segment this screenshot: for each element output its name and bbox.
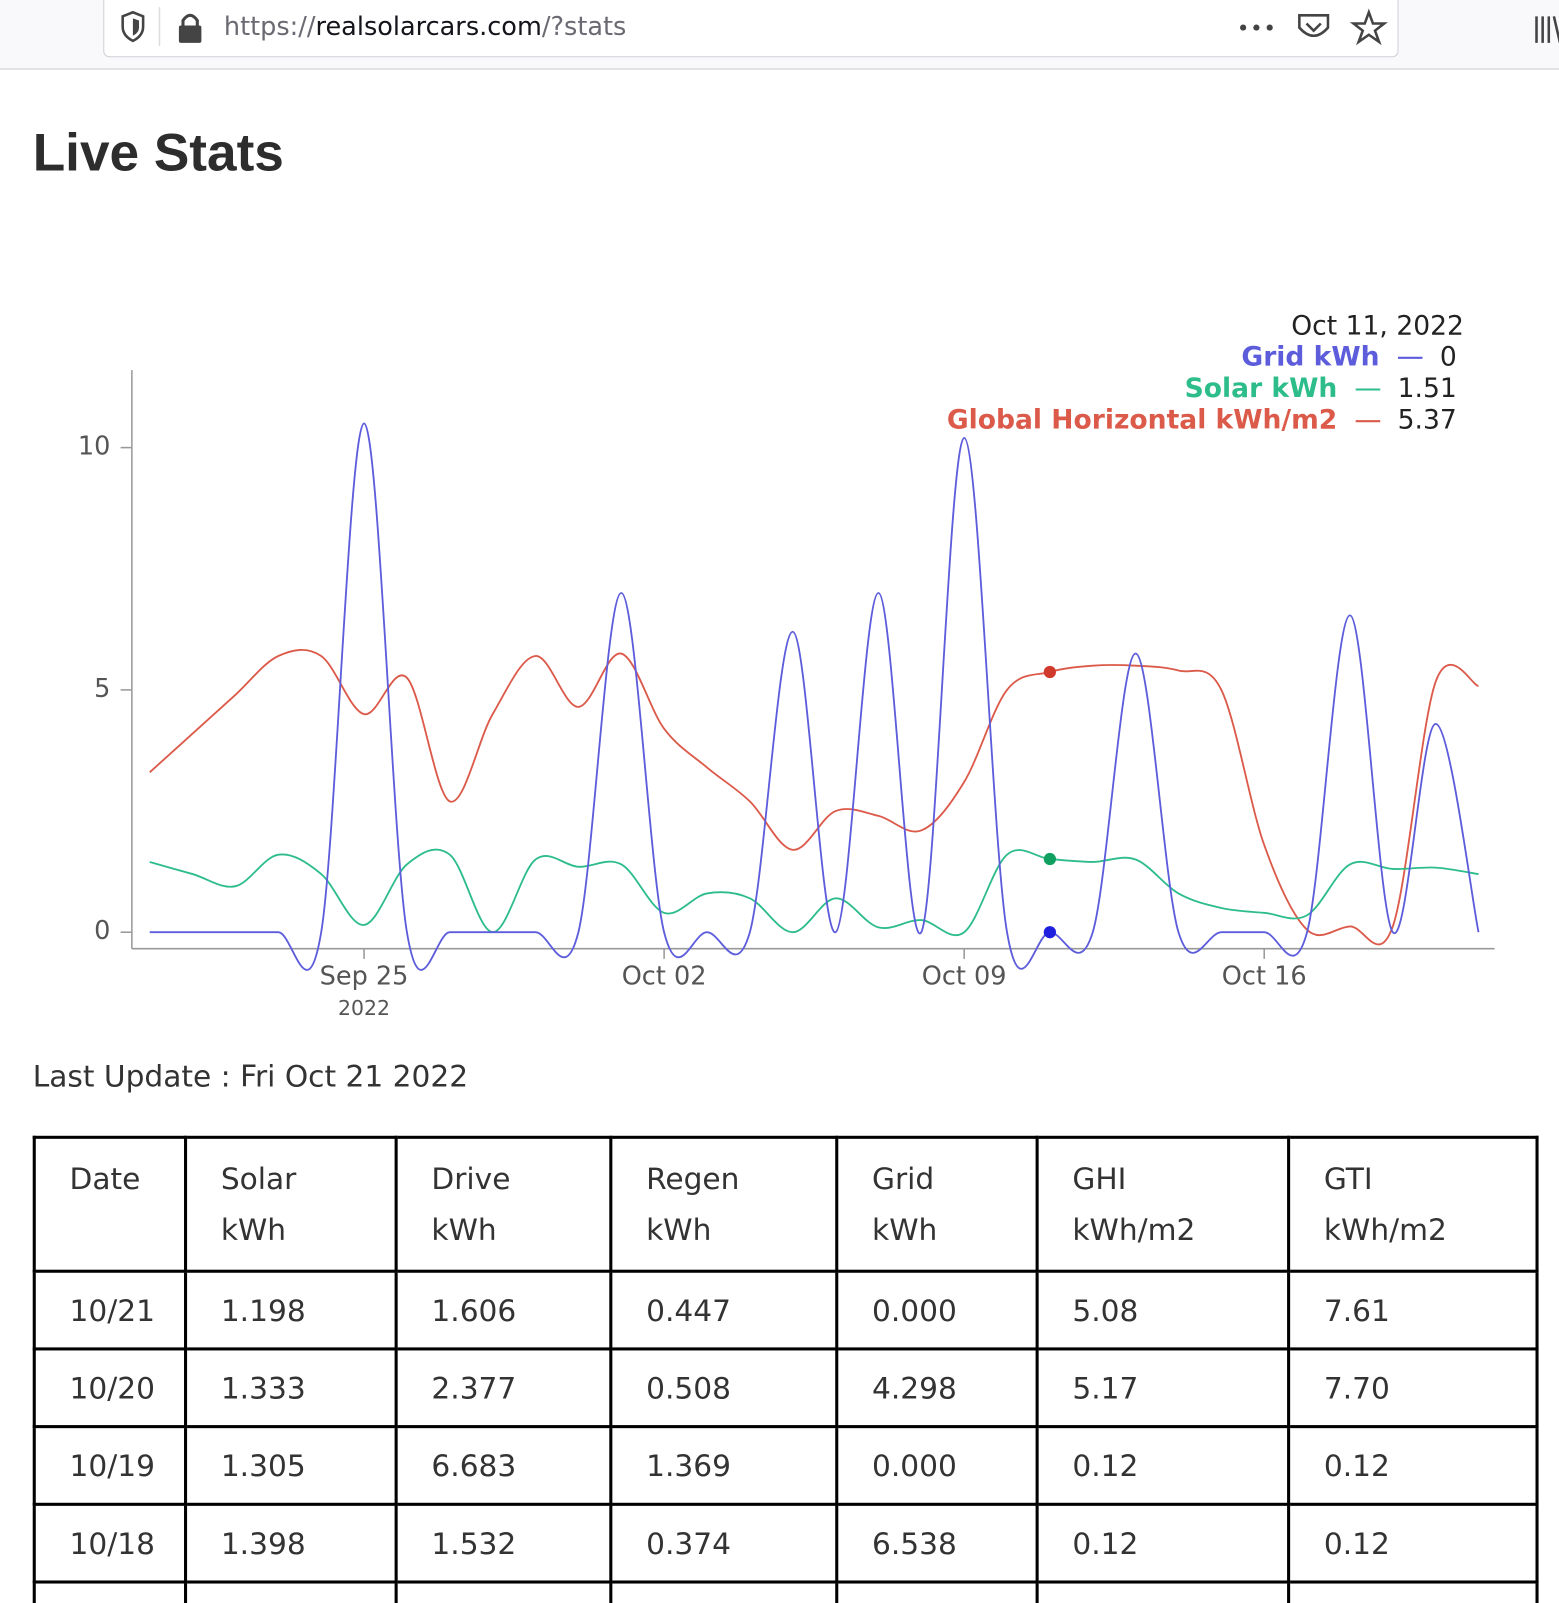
- table-cell: 1.333: [184, 1347, 398, 1429]
- hover-point: [1043, 926, 1057, 939]
- x-tick-label: Oct 02: [622, 961, 707, 991]
- table-cell: 1.369: [609, 1425, 839, 1506]
- table-cell: 6.538: [835, 1502, 1039, 1584]
- bookmark-star[interactable]: [1349, 8, 1388, 46]
- table-cell: 0.12: [1287, 1502, 1539, 1584]
- table-cell: 5.17: [1035, 1347, 1291, 1429]
- last-update: Last Update : Fri Oct 21 2022: [32, 1059, 469, 1094]
- table-cell: 4.298: [835, 1347, 1039, 1429]
- hover-series-name: Global Horizontal kWh/m2: [947, 405, 1337, 436]
- column-header: Date: [32, 1135, 188, 1273]
- table-cell: 1.532: [394, 1502, 613, 1584]
- hover-value: 1.51: [1398, 373, 1457, 404]
- url-bar[interactable]: https://realsolarcars.com/?stats: [103, 0, 1399, 58]
- x-tick-label: Sep 25: [320, 961, 409, 991]
- table-cell: 0.447: [609, 1269, 839, 1351]
- table-cell: 0.12: [1035, 1425, 1291, 1506]
- pocket-icon-check: [1305, 22, 1322, 33]
- table-row-partial: [32, 1580, 1539, 1603]
- table-cell-empty: [184, 1580, 398, 1603]
- table-cell: 1.398: [184, 1502, 398, 1584]
- x-tick-label: Oct 16: [1222, 961, 1307, 991]
- chart: 0 5 10 Sep 25 2022 Oct 02 Oct 09 Oct 16 Oct 11, …: [78, 311, 1495, 1020]
- hover-point: [1043, 665, 1057, 679]
- lock-icon[interactable]: [178, 25, 202, 43]
- url-path: /?stats: [541, 11, 627, 41]
- table-cell: 0.508: [609, 1347, 839, 1429]
- table-cell-empty: [609, 1580, 839, 1603]
- column-header: Grid kWh: [835, 1135, 1039, 1273]
- table-cell-empty: [1287, 1580, 1539, 1603]
- url-scheme: https://: [223, 11, 316, 41]
- y-tick-label: 10: [78, 432, 111, 462]
- table-cell: 0.000: [835, 1269, 1039, 1351]
- hover-value: 0: [1440, 341, 1457, 372]
- hover-series-name: Grid kWh: [1241, 341, 1379, 372]
- table-cell-empty: [394, 1580, 613, 1603]
- table-row: 10/20 1.333 2.377 0.508 4.298 5.17 7.70: [32, 1347, 1539, 1429]
- series-line: [149, 649, 1479, 946]
- page-title: Live Stats: [32, 123, 284, 183]
- table-cell: 2.377: [394, 1347, 613, 1429]
- header-row: Date Solar kWh Drive kWh Regen kWh Grid kWh G…: [32, 1135, 1539, 1273]
- table-cell: 10/18: [32, 1502, 188, 1584]
- x-tick-year: 2022: [338, 996, 390, 1020]
- table-cell: 10/21: [32, 1269, 188, 1351]
- table-cell: 7.61: [1287, 1269, 1539, 1351]
- column-header: Solar kWh: [184, 1135, 398, 1273]
- table-cell: 1.606: [394, 1269, 613, 1351]
- y-tick-label: 0: [94, 916, 110, 946]
- table-row: 10/21 1.198 1.606 0.447 0.000 5.08 7.61: [32, 1269, 1539, 1351]
- table-cell: 6.683: [394, 1425, 613, 1506]
- menu-dot[interactable]: [1253, 24, 1260, 31]
- table-cell: 0.12: [1035, 1502, 1291, 1584]
- table-cell-empty: [1035, 1580, 1291, 1603]
- table-cell: 1.305: [184, 1425, 398, 1506]
- table-cell: 0.12: [1287, 1425, 1539, 1506]
- lock-shackle: [181, 13, 199, 26]
- column-header: GTI kWh/m2: [1287, 1135, 1539, 1273]
- library-icon[interactable]: [1533, 12, 1559, 53]
- shield-icon-inner: [132, 18, 140, 36]
- hover-date: Oct 11, 2022: [1291, 311, 1464, 342]
- stats-table: Date Solar kWh Drive kWh Regen kWh Grid kWh G…: [32, 1135, 1539, 1603]
- table-cell: 0.000: [835, 1425, 1039, 1506]
- table-row: 10/18 1.398 1.532 0.374 6.538 0.12 0.12: [32, 1502, 1539, 1584]
- shield-icon[interactable]: [121, 10, 145, 43]
- table-cell: 5.08: [1035, 1269, 1291, 1351]
- table-body: 10/21 1.198 1.606 0.447 0.000 5.08 7.61 10/20 1.…: [32, 1269, 1539, 1603]
- menu-dot[interactable]: [1240, 24, 1247, 31]
- table-cell: 0.374: [609, 1502, 839, 1584]
- hover-value: 5.37: [1398, 405, 1457, 436]
- table-cell-empty: [32, 1580, 188, 1603]
- pocket-icon[interactable]: [1298, 14, 1330, 38]
- url-host: realsolarcars.com: [315, 11, 542, 41]
- x-tick-label: Oct 09: [922, 961, 1007, 991]
- browser-toolbar: https://realsolarcars.com/?stats: [0, 0, 1559, 70]
- table-cell: 7.70: [1287, 1347, 1539, 1429]
- hover-point: [1043, 852, 1057, 866]
- table-cell-empty: [835, 1580, 1039, 1603]
- table-cell: 10/20: [32, 1347, 188, 1429]
- column-header: GHI kWh/m2: [1035, 1135, 1291, 1273]
- url-bar-icons: [121, 7, 1388, 47]
- column-header: Regen kWh: [609, 1135, 839, 1273]
- column-header: Drive kWh: [394, 1135, 613, 1273]
- series-line: [149, 422, 1480, 971]
- table-cell: 1.198: [184, 1269, 398, 1351]
- table-cell: 10/19: [32, 1425, 188, 1506]
- menu-dot[interactable]: [1266, 24, 1273, 31]
- series-line: [149, 848, 1479, 936]
- library-bar: [1552, 16, 1559, 44]
- table-row: 10/19 1.305 6.683 1.369 0.000 0.12 0.12: [32, 1425, 1539, 1506]
- url-text[interactable]: https://realsolarcars.com/?stats: [224, 11, 626, 41]
- hover-series-name: Solar kWh: [1185, 373, 1338, 404]
- y-tick-label: 5: [94, 674, 110, 704]
